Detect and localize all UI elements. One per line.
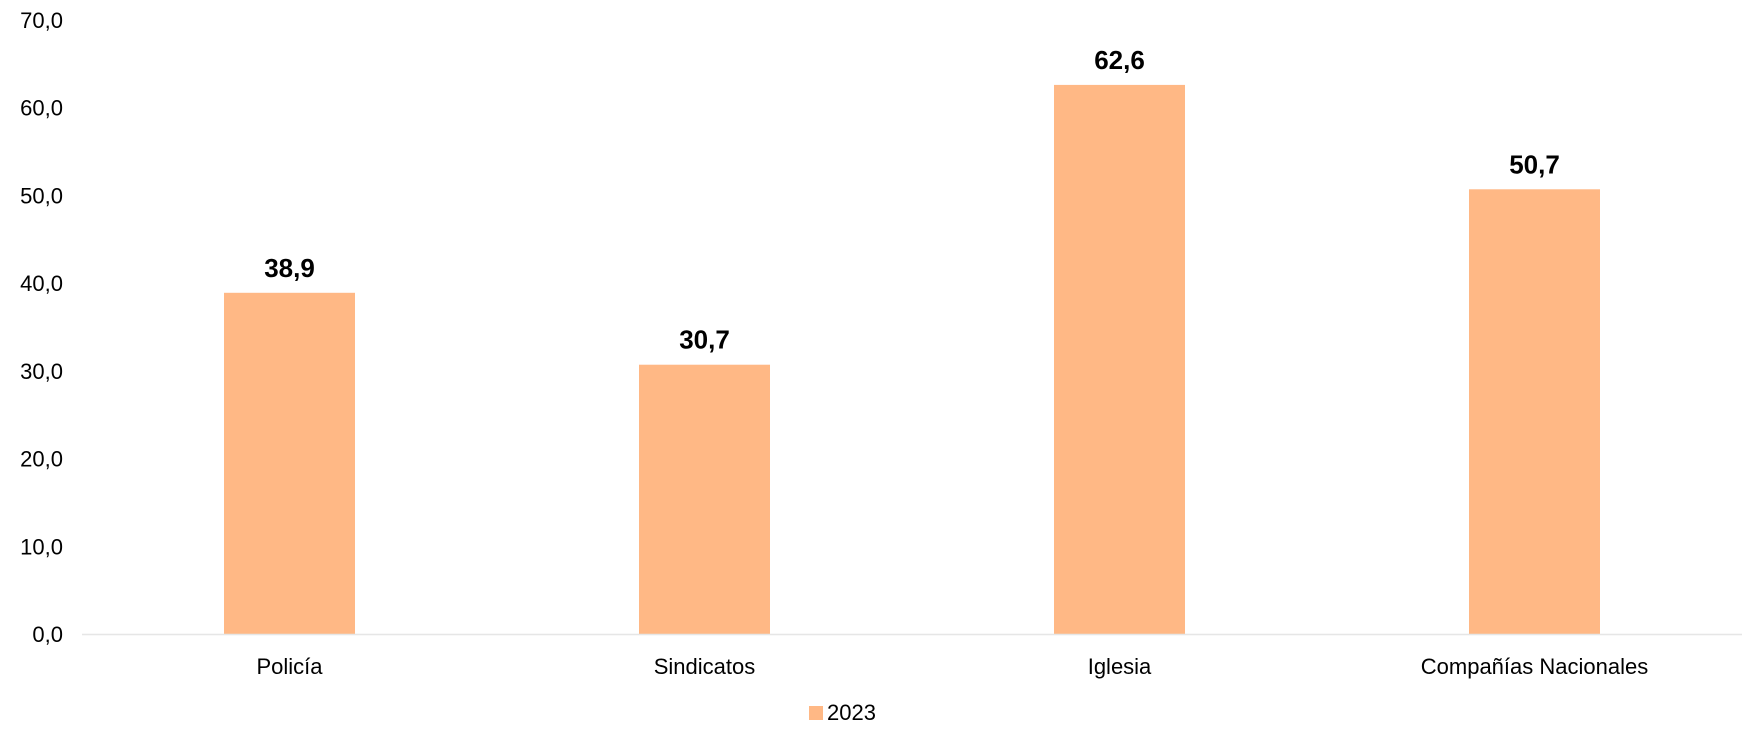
category-labels: Policía Sindicatos Iglesia Compañías Nacion… <box>256 654 1648 679</box>
y-tick-label: 50,0 <box>20 183 63 208</box>
data-labels: 38,9 30,7 62,6 50,7 <box>264 45 1560 355</box>
category-label: Policía <box>256 654 323 679</box>
bars <box>224 84 1600 634</box>
y-axis-ticks: 0,0 10,0 20,0 30,0 40,0 50,0 60,0 70,0 <box>20 8 63 647</box>
data-label: 30,7 <box>679 325 730 355</box>
y-tick-label: 70,0 <box>20 8 63 33</box>
data-label: 50,7 <box>1509 149 1560 179</box>
category-label: Sindicatos <box>654 654 756 679</box>
bar <box>1054 84 1185 634</box>
legend-swatch <box>809 706 823 720</box>
data-label: 38,9 <box>264 253 315 283</box>
category-label: Iglesia <box>1088 654 1152 679</box>
y-tick-label: 30,0 <box>20 359 63 384</box>
y-tick-label: 20,0 <box>20 447 63 472</box>
y-tick-label: 10,0 <box>20 534 63 559</box>
y-tick-label: 0,0 <box>32 622 63 647</box>
category-label: Compañías Nacionales <box>1421 654 1648 679</box>
bar <box>1469 189 1600 634</box>
bar <box>639 364 770 634</box>
legend: 2023 <box>809 700 876 725</box>
bar <box>224 292 355 634</box>
y-tick-label: 60,0 <box>20 96 63 121</box>
data-label: 62,6 <box>1094 45 1145 75</box>
y-tick-label: 40,0 <box>20 271 63 296</box>
legend-label: 2023 <box>827 700 876 725</box>
